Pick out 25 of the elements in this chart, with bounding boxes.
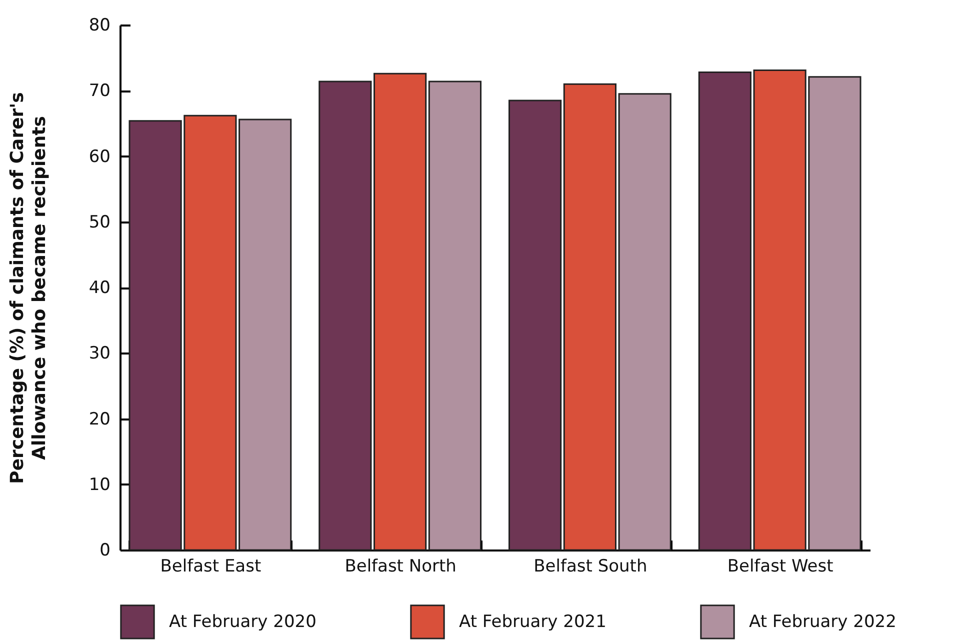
y-tick-label: 20 xyxy=(88,409,110,430)
x-tick-label: Belfast West xyxy=(727,556,834,576)
y-tick-label: 50 xyxy=(88,212,110,232)
legend-label: At February 2022 xyxy=(749,612,896,632)
y-tick-label: 0 xyxy=(100,540,110,560)
x-tick-label: Belfast North xyxy=(344,556,456,576)
legend-label: At February 2020 xyxy=(169,612,316,632)
bar xyxy=(318,80,372,551)
y-tick-label: 40 xyxy=(88,278,110,298)
bar xyxy=(698,72,752,551)
bar xyxy=(618,93,672,551)
x-tick-label: Belfast South xyxy=(534,556,648,576)
y-tick-label: 10 xyxy=(88,474,110,495)
y-tick-label: 60 xyxy=(88,146,110,167)
y-tick-label: 30 xyxy=(88,344,110,364)
bar xyxy=(428,80,482,551)
bar xyxy=(563,83,616,551)
x-tick-label: Belfast East xyxy=(160,556,262,576)
y-tick-label: 70 xyxy=(88,81,110,102)
y-tick-label: 80 xyxy=(88,16,110,36)
legend-label: At February 2021 xyxy=(459,612,606,632)
y-axis-title: Percentage (%) of claimants of Carer's Allowance who became recipients xyxy=(6,92,50,484)
bar xyxy=(374,72,427,551)
bar xyxy=(508,100,562,551)
bar xyxy=(238,118,292,551)
